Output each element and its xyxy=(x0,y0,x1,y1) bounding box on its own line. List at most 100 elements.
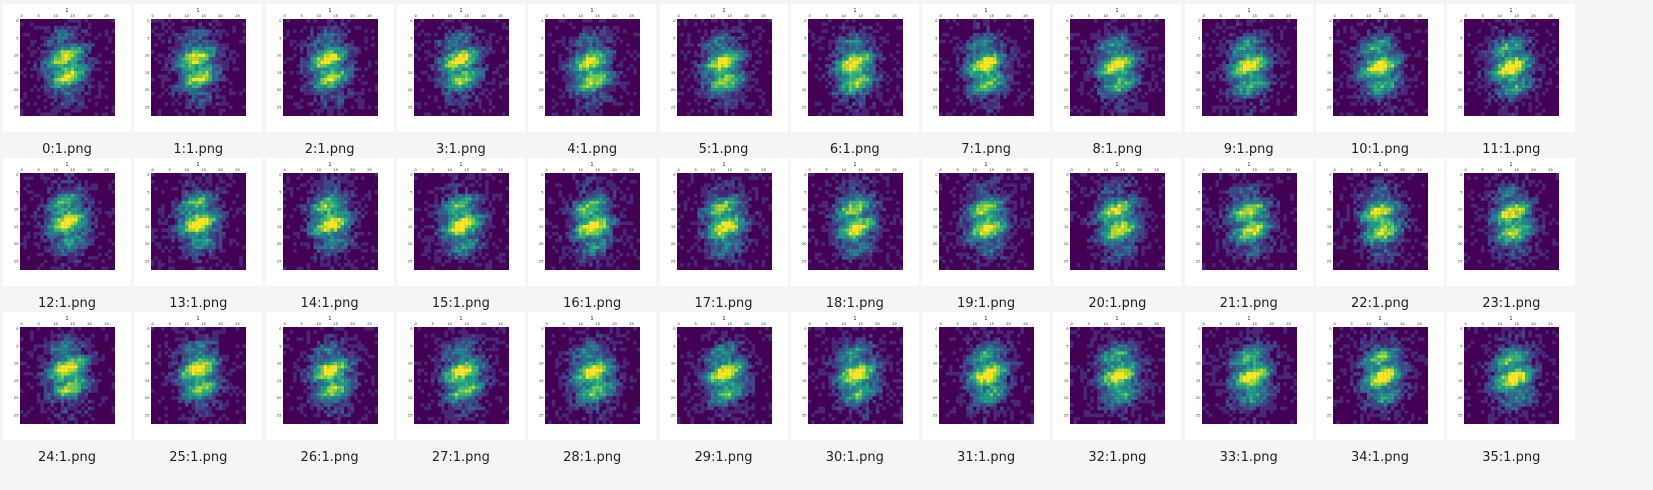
file-tile[interactable]: 1 0 5 10 15 20 25 0 5 10 15 20 25 6:1.png xyxy=(790,4,919,160)
x-tick-label: 20 xyxy=(1532,14,1537,18)
y-tick-label: 25 xyxy=(1458,260,1463,264)
file-thumbnail: 1 0 5 10 15 20 25 0 5 10 15 20 25 xyxy=(1053,4,1182,132)
file-tile[interactable]: 1 0 5 10 15 20 25 0 5 10 15 20 25 21:1.png xyxy=(1184,158,1313,314)
x-tick-label: 5 xyxy=(563,168,565,172)
file-tile[interactable]: 1 0 5 10 15 20 25 0 5 10 15 20 25 19:1.png xyxy=(922,158,1051,314)
y-tick-label: 25 xyxy=(145,106,150,110)
file-tile[interactable]: 1 0 5 10 15 20 25 0 5 10 15 20 25 11:1.png xyxy=(1447,4,1576,160)
file-tile[interactable]: 1 0 5 10 15 20 25 0 5 10 15 20 25 13:1.png xyxy=(134,158,263,314)
x-tick-label: 0 xyxy=(940,322,943,326)
y-tick-label: 25 xyxy=(1064,260,1069,264)
x-tick-label: 0 xyxy=(1334,322,1337,326)
file-tile[interactable]: 1 0 5 10 15 20 25 0 5 10 15 20 25 22:1.png xyxy=(1316,158,1444,314)
x-tick-label: 0 xyxy=(1465,14,1468,18)
plot-title: 1 xyxy=(985,316,988,322)
file-tile[interactable]: 1 0 5 10 15 20 25 0 5 10 15 20 25 7:1.png xyxy=(922,4,1051,160)
y-tick-label: 25 xyxy=(670,260,675,264)
x-tick-label: 10 xyxy=(579,14,584,18)
heatmap-cells xyxy=(1070,327,1166,425)
x-tick-label: 20 xyxy=(87,14,92,18)
y-tick-label: 25 xyxy=(1327,414,1332,418)
file-tile[interactable]: 1 0 5 10 15 20 25 0 5 10 15 20 25 33:1.png xyxy=(1184,312,1313,468)
file-tile[interactable]: 1 0 5 10 15 20 25 0 5 10 15 20 25 23:1.png xyxy=(1447,158,1576,314)
y-tick-label: 5 xyxy=(541,190,543,194)
y-tick-label: 10 xyxy=(14,362,19,366)
file-tile[interactable]: 1 0 5 10 15 20 25 0 5 10 15 20 25 1:1.png xyxy=(134,4,263,160)
x-tick-label: 0 xyxy=(808,168,811,172)
x-tick-label: 10 xyxy=(53,322,58,326)
x-tick-label: 25 xyxy=(629,14,634,18)
file-thumbnail: 1 0 5 10 15 20 25 0 5 10 15 20 25 xyxy=(922,4,1051,132)
file-tile[interactable]: 1 0 5 10 15 20 25 0 5 10 15 20 25 14:1.png xyxy=(265,158,394,314)
x-tick-label: 5 xyxy=(300,168,302,172)
y-tick-label: 0 xyxy=(804,327,807,331)
plot-title: 1 xyxy=(328,316,331,322)
file-name-label: 24:1.png xyxy=(37,450,97,465)
y-tick-label: 10 xyxy=(1458,362,1463,366)
file-tile[interactable]: 1 0 5 10 15 20 25 0 5 10 15 20 25 9:1.png xyxy=(1184,4,1313,160)
y-tick-label: 0 xyxy=(1067,327,1070,331)
file-tile[interactable]: 1 0 5 10 15 20 25 0 5 10 15 20 25 10:1.png xyxy=(1316,4,1444,160)
x-tick-label: 10 xyxy=(316,14,321,18)
plot-title: 1 xyxy=(328,8,331,14)
file-tile[interactable]: 1 0 5 10 15 20 25 0 5 10 15 20 25 30:1.png xyxy=(790,312,919,468)
file-tile[interactable]: 1 0 5 10 15 20 25 0 5 10 15 20 25 18:1.png xyxy=(790,158,919,314)
file-name-label: 2:1.png xyxy=(304,142,355,157)
y-tick-label: 15 xyxy=(670,225,675,229)
x-tick-label: 10 xyxy=(1366,168,1371,172)
y-tick-label: 5 xyxy=(541,36,543,40)
y-tick-label: 0 xyxy=(804,173,807,177)
file-tile[interactable]: 1 0 5 10 15 20 25 0 5 10 15 20 25 25:1.png xyxy=(134,312,263,468)
file-thumbnail: 1 0 5 10 15 20 25 0 5 10 15 20 25 xyxy=(659,158,788,286)
x-tick-label: 25 xyxy=(1549,14,1554,18)
file-tile[interactable]: 1 0 5 10 15 20 25 0 5 10 15 20 25 0:1.png xyxy=(3,4,131,160)
y-tick-label: 15 xyxy=(802,225,807,229)
file-tile[interactable]: 1 0 5 10 15 20 25 0 5 10 15 20 25 2:1.png xyxy=(265,4,394,160)
y-tick-label: 5 xyxy=(673,36,675,40)
file-tile[interactable]: 1 0 5 10 15 20 25 0 5 10 15 20 25 29:1.png xyxy=(659,312,788,468)
file-tile[interactable]: 1 0 5 10 15 20 25 0 5 10 15 20 25 4:1.png xyxy=(528,4,657,160)
x-tick-label: 10 xyxy=(1498,14,1503,18)
file-tile[interactable]: 1 0 5 10 15 20 25 0 5 10 15 20 25 28:1.png xyxy=(528,312,657,468)
file-tile[interactable]: 1 0 5 10 15 20 25 0 5 10 15 20 25 17:1.png xyxy=(659,158,788,314)
file-name-label: 3:1.png xyxy=(435,142,486,157)
file-tile[interactable]: 1 0 5 10 15 20 25 0 5 10 15 20 25 16:1.png xyxy=(528,158,657,314)
file-tile[interactable]: 1 0 5 10 15 20 25 0 5 10 15 20 25 26:1.png xyxy=(265,312,394,468)
x-tick-label: 5 xyxy=(694,322,696,326)
x-tick-label: 15 xyxy=(727,322,732,326)
file-tile[interactable]: 1 0 5 10 15 20 25 0 5 10 15 20 25 3:1.png xyxy=(396,4,525,160)
file-tile[interactable]: 1 0 5 10 15 20 25 0 5 10 15 20 25 15:1.png xyxy=(396,158,525,314)
file-name-label: 27:1.png xyxy=(431,450,490,465)
x-tick-label: 10 xyxy=(1235,322,1240,326)
y-tick-label: 15 xyxy=(145,225,150,229)
heatmap-cells xyxy=(1201,327,1297,425)
heatmap-cells xyxy=(939,173,1035,271)
file-tile[interactable]: 1 0 5 10 15 20 25 0 5 10 15 20 25 24:1.png xyxy=(3,312,131,468)
file-thumbnail: 1 0 5 10 15 20 25 0 5 10 15 20 25 xyxy=(1184,4,1313,132)
file-tile[interactable]: 1 0 5 10 15 20 25 0 5 10 15 20 25 27:1.png xyxy=(396,312,525,468)
y-tick-label: 10 xyxy=(1458,54,1463,58)
file-tile[interactable]: 1 0 5 10 15 20 25 0 5 10 15 20 25 35:1.png xyxy=(1447,312,1576,468)
file-tile[interactable]: 1 0 5 10 15 20 25 0 5 10 15 20 25 20:1.png xyxy=(1053,158,1182,314)
y-tick-label: 25 xyxy=(408,414,413,418)
x-tick-label: 0 xyxy=(546,14,549,18)
y-tick-label: 5 xyxy=(1198,344,1200,348)
x-tick-label: 5 xyxy=(957,322,959,326)
file-tile[interactable]: 1 0 5 10 15 20 25 0 5 10 15 20 25 8:1.png xyxy=(1053,4,1182,160)
file-tile[interactable]: 1 0 5 10 15 20 25 0 5 10 15 20 25 34:1.png xyxy=(1316,312,1444,468)
y-tick-label: 20 xyxy=(539,88,544,92)
file-name-label: 1:1.png xyxy=(173,142,224,157)
y-tick-label: 0 xyxy=(541,173,544,177)
file-tile[interactable]: 1 0 5 10 15 20 25 0 5 10 15 20 25 12:1.png xyxy=(3,158,131,314)
y-tick-label: 25 xyxy=(933,260,938,264)
file-tile[interactable]: 1 0 5 10 15 20 25 0 5 10 15 20 25 32:1.png xyxy=(1053,312,1182,468)
file-name-label: 17:1.png xyxy=(694,296,753,311)
y-tick-label: 20 xyxy=(1327,242,1332,246)
file-tile[interactable]: 1 0 5 10 15 20 25 0 5 10 15 20 25 31:1.png xyxy=(922,312,1051,468)
file-tile[interactable]: 1 0 5 10 15 20 25 0 5 10 15 20 25 5:1.png xyxy=(659,4,788,160)
y-tick-label: 0 xyxy=(410,173,413,177)
y-tick-label: 10 xyxy=(408,208,413,212)
y-tick-label: 5 xyxy=(1067,344,1069,348)
